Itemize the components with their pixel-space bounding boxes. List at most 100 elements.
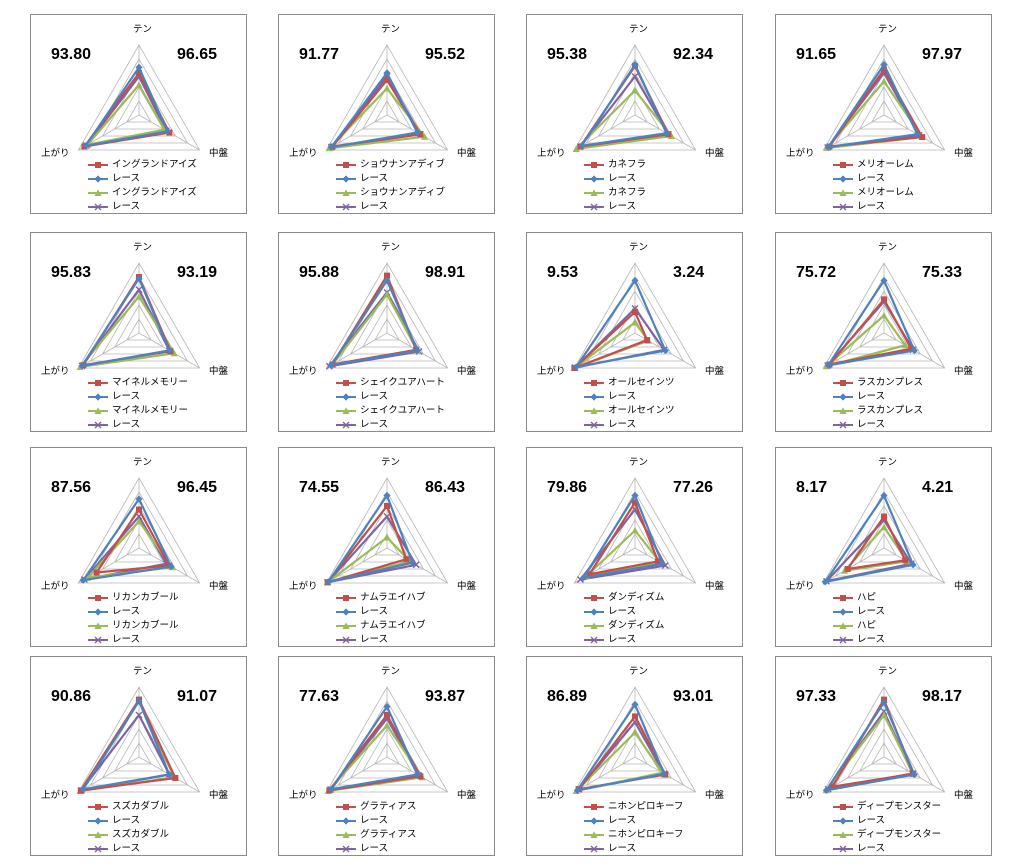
radar-plot [822, 686, 946, 794]
series-line-race [575, 279, 667, 369]
legend-item: レース [87, 605, 237, 619]
legend-marker-symbol [591, 380, 597, 386]
radar-chart-panel: 97.33 98.17 テン 上がり 中盤 ディープモンスター レース ディープモンスター レー… [775, 656, 992, 856]
legend: スズカダブル レース スズカダブル レース [87, 800, 237, 856]
legend-marker-symbol [591, 162, 597, 168]
legend-marker [833, 380, 853, 386]
grid-ring [374, 100, 400, 123]
data-point-race [165, 346, 173, 355]
legend-marker-symbol [342, 189, 350, 196]
grid-ring [114, 304, 164, 348]
data-point-horse-avg [135, 517, 143, 525]
legend-marker-symbol [840, 595, 846, 601]
score-right: 4.21 [922, 479, 954, 496]
legend-marker-symbol [839, 393, 847, 401]
legend-label: スズカダブル [112, 829, 170, 840]
series-line-race [580, 63, 668, 147]
legend-item: マイネルメモリー [87, 404, 237, 418]
data-point-horse-avg [880, 711, 888, 718]
legend-label: シェイクユアハート [360, 377, 445, 388]
data-point-horse [881, 296, 887, 303]
legend-marker-symbol [839, 407, 847, 414]
legend-marker [336, 845, 356, 853]
score-left: 90.86 [51, 688, 92, 705]
score-right: 3.24 [673, 264, 705, 281]
axis-label-agari: 上がり [537, 148, 566, 159]
legend-marker [336, 831, 356, 838]
legend-marker [584, 393, 604, 401]
legend-item: ショウナンアディブ [335, 186, 485, 200]
legend-marker [336, 804, 356, 810]
legend-label: ナムラエイハブ [360, 592, 426, 603]
radar-plot [572, 686, 697, 794]
legend: ナムラエイハブ レース ナムラエイハブ レース [335, 591, 485, 647]
score-right: 96.45 [177, 479, 218, 496]
legend-marker-symbol [94, 831, 102, 838]
data-point-horse-avg [880, 77, 888, 85]
legend-marker-symbol [590, 421, 598, 429]
axis-label-agari: 上がり [289, 790, 318, 801]
data-point-horse-avg [840, 567, 849, 574]
legend-label: レース [360, 391, 389, 402]
series-line-horse [846, 515, 907, 571]
legend-label: レース [608, 634, 637, 645]
legend-marker [88, 817, 108, 825]
legend-marker [336, 421, 356, 429]
grid-ring [337, 58, 437, 144]
legend-marker-symbol [590, 608, 598, 616]
data-point-race [383, 276, 391, 285]
data-point-horse-avg [901, 341, 909, 349]
series-line-horse-avg [825, 314, 907, 368]
axis-label-ten: テン [629, 24, 649, 35]
score-right: 91.07 [177, 688, 218, 705]
radar-chart-panel: 79.86 77.26 テン 上がり 中盤 ダンディズム レース ダンディズム レース [526, 447, 743, 647]
radar-chart-panel: 95.88 98.91 テン 上がり 中盤 シェイクユアハート レース シェイクユアハート レー… [278, 232, 495, 432]
data-point-race [327, 785, 335, 793]
data-point-race [631, 276, 639, 285]
data-point-horse [902, 557, 909, 564]
legend-item: マイネルメモリー [87, 376, 237, 390]
axis-label-agari: 上がり [786, 366, 815, 377]
legend-item: レース [87, 200, 237, 214]
grid-ring [822, 686, 946, 793]
legend-marker [584, 189, 604, 196]
legend-item: レース [832, 418, 982, 432]
grid-ring [871, 318, 897, 341]
radar-plot [572, 44, 697, 152]
legend-item: ナムラエイハブ [335, 619, 485, 633]
legend-marker [833, 636, 853, 644]
legend-marker [88, 608, 108, 616]
radar-chart-panel: 8.17 4.21 テン 上がり 中盤 ハピ レース ハピ レース [775, 447, 992, 647]
legend-marker [336, 622, 356, 629]
legend-marker-symbol [95, 804, 101, 810]
legend-marker [584, 608, 604, 616]
legend-item: シェイクユアハート [335, 404, 485, 418]
legend-marker [833, 393, 853, 401]
axis-label-agari: 上がり [289, 366, 318, 377]
data-point-race [79, 785, 87, 793]
grid-ring [622, 100, 648, 123]
axis-spoke [326, 547, 388, 584]
data-point-horse [844, 566, 851, 572]
data-point-horse [417, 773, 424, 780]
data-point-horse-avg [170, 349, 178, 357]
axis-label-chuban: 中盤 [705, 790, 725, 801]
legend: グラティアス レース グラティアス レース [335, 800, 485, 856]
radar-chart-panel: 93.80 96.65 テン 上がり 中盤 イングランドアイズ レース イングランドアイズ レー… [30, 14, 247, 214]
data-point-race [573, 786, 582, 794]
series-line-race-avg [326, 515, 418, 584]
series-line-race [827, 63, 919, 149]
data-point-race-avg [631, 73, 639, 80]
legend-label: レース [857, 815, 886, 826]
data-point-race [167, 562, 175, 571]
legend-item: レース [335, 200, 485, 214]
legend-marker [584, 831, 604, 838]
axis-label-chuban: 中盤 [705, 581, 725, 592]
legend-item: レース [87, 172, 237, 186]
radar-chart-panel: 95.38 92.34 テン 上がり 中盤 カネフラ レース カネフラ レース [526, 14, 743, 214]
data-point-race [79, 576, 87, 584]
legend-label: レース [608, 815, 637, 826]
axis-label-chuban: 中盤 [457, 790, 477, 801]
legend-label: レース [112, 391, 141, 402]
legend: オールセインツ レース オールセインツ レース [583, 376, 733, 432]
